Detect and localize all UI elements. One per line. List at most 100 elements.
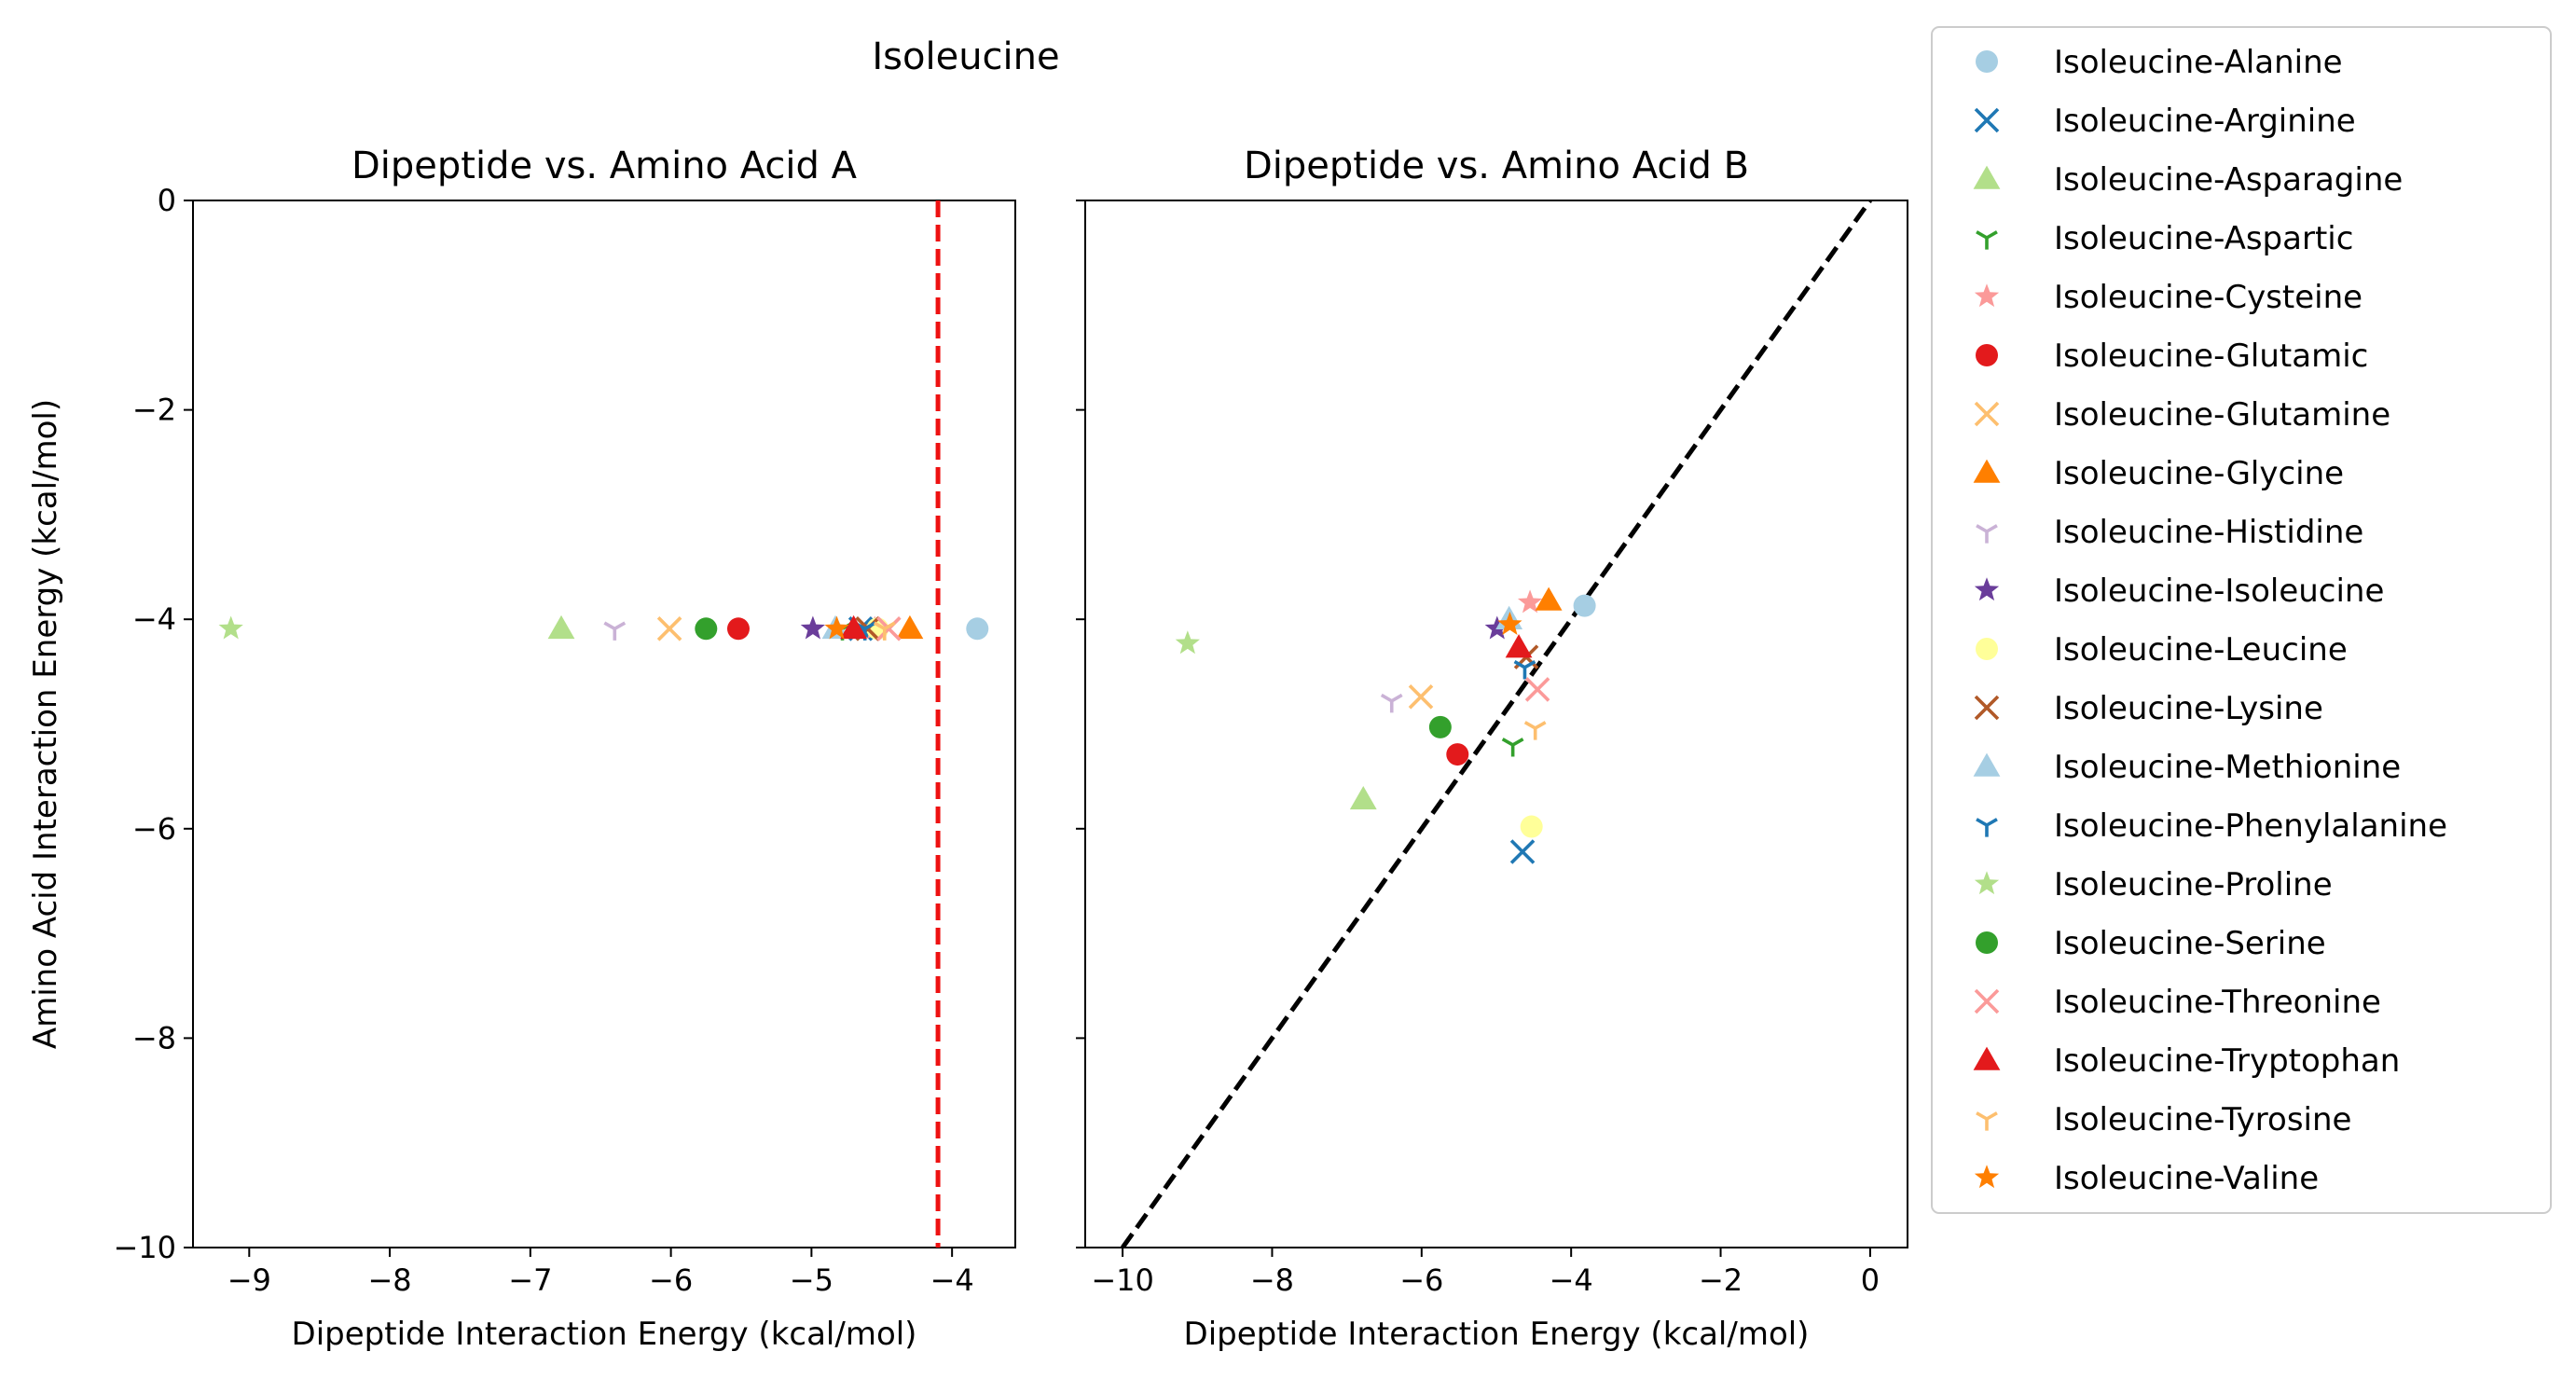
legend-label-isoleucine-valine: Isoleucine-Valine [2054, 1160, 2319, 1197]
legend-marker-isoleucine-glutamine [1974, 401, 2000, 427]
point-isoleucine-phenylalanine [1513, 659, 1536, 680]
legend-label-isoleucine-tyrosine: Isoleucine-Tyrosine [2054, 1101, 2351, 1138]
x-tick-label: −10 [1091, 1262, 1154, 1298]
point-isoleucine-tyrosine [873, 621, 896, 641]
y-tick-label: −8 [132, 1020, 176, 1055]
legend-label-isoleucine-threonine: Isoleucine-Threonine [2054, 984, 2381, 1021]
x-tick-label: −6 [1399, 1262, 1443, 1298]
y-tick-label: −4 [132, 601, 176, 637]
legend-marker-isoleucine-arginine [1974, 107, 2000, 133]
reference-line-diagonal [1121, 200, 1872, 1248]
x-tick-label: −8 [367, 1262, 411, 1298]
legend-marker-isoleucine-asparagine [1973, 165, 2001, 189]
legend-label-isoleucine-serine: Isoleucine-Serine [2054, 925, 2326, 962]
x-axis-label: Dipeptide Interaction Energy (kcal/mol) [1184, 1316, 1810, 1353]
legend-marker-isoleucine-aspartic [1976, 230, 1998, 250]
legend-marker-isoleucine-phenylalanine [1976, 818, 1998, 837]
data-points [1175, 586, 1596, 864]
legend-label-isoleucine-glutamic: Isoleucine-Glutamic [2054, 338, 2368, 375]
legend-marker-isoleucine-threonine [1974, 988, 2000, 1014]
point-isoleucine-tryptophan [1505, 634, 1533, 658]
point-isoleucine-glycine [1535, 586, 1563, 611]
legend-label-isoleucine-arginine: Isoleucine-Arginine [2054, 103, 2356, 140]
point-isoleucine-glutamine [656, 616, 682, 641]
legend-label-isoleucine-asparagine: Isoleucine-Asparagine [2054, 161, 2403, 199]
point-isoleucine-leucine [1520, 815, 1543, 838]
legend-marker-isoleucine-methionine [1973, 752, 2001, 777]
x-tick-label: −2 [1699, 1262, 1743, 1298]
point-isoleucine-arginine [1509, 839, 1536, 864]
legend-marker-isoleucine-leucine [1976, 638, 1998, 660]
y-tick-label: 0 [158, 183, 176, 218]
legend-label-isoleucine-aspartic: Isoleucine-Aspartic [2054, 220, 2353, 257]
point-isoleucine-isoleucine [800, 615, 826, 640]
x-tick-label: −6 [649, 1262, 693, 1298]
point-isoleucine-tyrosine [1523, 721, 1547, 740]
legend-marker-isoleucine-tyrosine [1976, 1111, 1998, 1131]
point-isoleucine-asparagine [547, 614, 575, 640]
legend-marker-isoleucine-tryptophan [1973, 1046, 2001, 1070]
point-isoleucine-threonine [1524, 677, 1550, 702]
legend-marker-isoleucine-alanine [1976, 50, 1998, 73]
x-tick-label: −7 [508, 1262, 552, 1298]
legend-label-isoleucine-phenylalanine: Isoleucine-Phenylalanine [2054, 807, 2447, 845]
point-isoleucine-serine [695, 617, 718, 641]
point-isoleucine-tryptophan [840, 614, 868, 640]
x-axis-label: Dipeptide Interaction Energy (kcal/mol) [292, 1316, 917, 1353]
y-tick-label: −6 [132, 811, 176, 847]
point-isoleucine-glutamic [726, 617, 750, 641]
x-tick-label: 0 [1861, 1262, 1880, 1298]
point-isoleucine-valine [1497, 612, 1522, 635]
x-tick-label: −9 [227, 1262, 271, 1298]
legend-label-isoleucine-proline: Isoleucine-Proline [2054, 866, 2333, 903]
point-isoleucine-glycine [896, 614, 924, 640]
x-tick-label: −8 [1250, 1262, 1294, 1298]
x-tick-label: −4 [1550, 1262, 1593, 1298]
legend-label-isoleucine-lysine: Isoleucine-Lysine [2054, 690, 2323, 727]
point-isoleucine-glutamine [1408, 684, 1434, 710]
plot-frame [192, 200, 1016, 1248]
legend-marker-isoleucine-cysteine [1974, 283, 2000, 308]
point-isoleucine-aspartic [1501, 738, 1524, 757]
legend-marker-isoleucine-glycine [1973, 459, 2001, 483]
point-isoleucine-histidine [603, 621, 627, 641]
point-isoleucine-proline [218, 615, 243, 640]
legend-label-isoleucine-leucine: Isoleucine-Leucine [2054, 631, 2348, 669]
point-isoleucine-glutamic [1446, 743, 1469, 766]
point-isoleucine-cysteine [1517, 589, 1543, 614]
legend-label-isoleucine-methionine: Isoleucine-Methionine [2054, 749, 2401, 786]
legend-marker-isoleucine-isoleucine [1974, 577, 2000, 601]
panel-title: Dipeptide vs. Amino Acid A [351, 145, 858, 187]
legend-frame [1931, 26, 2552, 1214]
y-axis-label: Amino Acid Interaction Energy (kcal/mol) [27, 399, 64, 1049]
point-isoleucine-proline [1175, 630, 1200, 655]
point-isoleucine-threonine [876, 616, 902, 641]
point-isoleucine-valine [824, 615, 849, 640]
legend-marker-isoleucine-lysine [1974, 695, 2000, 721]
legend-label-isoleucine-isoleucine: Isoleucine-Isoleucine [2054, 572, 2384, 610]
legend-label-isoleucine-tryptophan: Isoleucine-Tryptophan [2054, 1042, 2400, 1080]
panel-title: Dipeptide vs. Amino Acid B [1244, 145, 1749, 187]
x-tick-label: −5 [790, 1262, 833, 1298]
legend-label-isoleucine-glycine: Isoleucine-Glycine [2054, 455, 2344, 492]
legend-label-isoleucine-histidine: Isoleucine-Histidine [2054, 514, 2363, 551]
legend-marker-isoleucine-serine [1976, 931, 1998, 954]
legend-marker-isoleucine-proline [1974, 871, 2000, 895]
point-isoleucine-alanine [966, 617, 989, 641]
point-isoleucine-serine [1428, 715, 1452, 738]
figure-suptitle: Isoleucine [872, 35, 1059, 78]
point-isoleucine-histidine [1380, 693, 1403, 713]
data-points [218, 614, 989, 641]
panel-amino-acid-a: −9 −8 −7 −6 −5 −4 0 −2 −4 −6 −8 −10 Dipeptide vs. Am… [27, 145, 1016, 1353]
legend-marker-isoleucine-valine [1974, 1165, 2000, 1189]
panel-amino-acid-b: −10 −8 −6 −4 −2 0 Dipeptide vs. Amino Acid B Di… [1076, 145, 1908, 1353]
plot-frame [1084, 200, 1908, 1248]
y-tick-label: −2 [132, 393, 176, 428]
legend-label-isoleucine-glutamine: Isoleucine-Glutamine [2054, 396, 2390, 434]
x-tick-label: −4 [930, 1262, 974, 1298]
legend: Isoleucine-Alanine Isoleucine-Arginine Iso… [1931, 26, 2552, 1214]
point-isoleucine-asparagine [1349, 785, 1377, 810]
legend-marker-isoleucine-histidine [1976, 524, 1998, 544]
legend-label-isoleucine-cysteine: Isoleucine-Cysteine [2054, 279, 2362, 316]
